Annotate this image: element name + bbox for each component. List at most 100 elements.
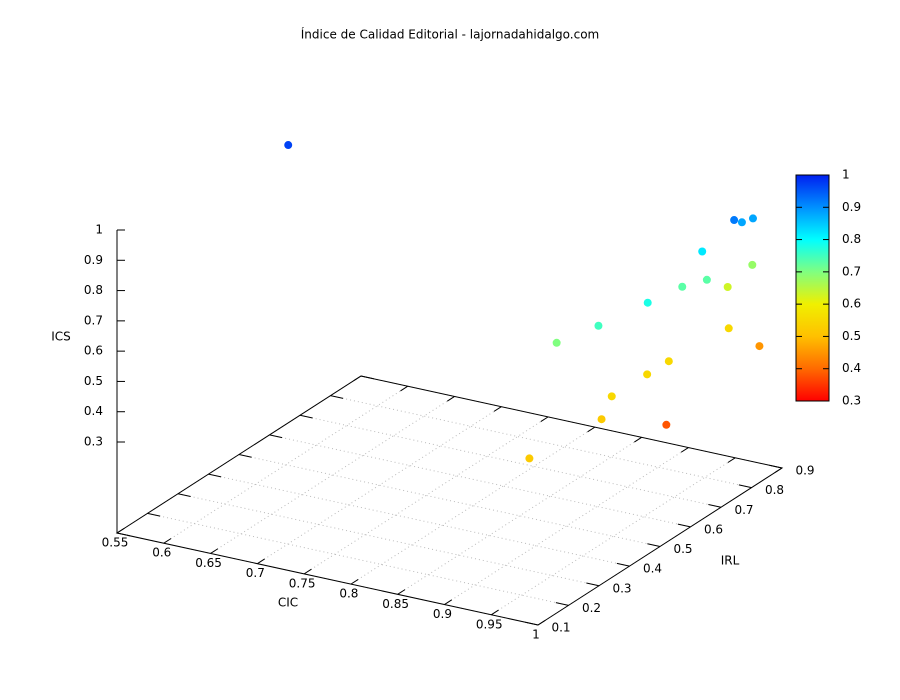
point	[607, 392, 616, 401]
x-tick	[303, 568, 312, 575]
y-tick-label: 0.8	[765, 483, 784, 497]
point	[284, 141, 293, 150]
x-tick-label: 0.65	[195, 556, 222, 570]
y-tick	[208, 473, 222, 478]
y-tick-label: 0.3	[612, 581, 631, 595]
z-axis-label: ICS	[51, 330, 71, 344]
x-tick-label: 0.6	[152, 546, 171, 560]
colorbar	[795, 174, 830, 402]
cb-tick-label: 0.3	[842, 394, 861, 408]
point	[702, 275, 711, 284]
point	[748, 214, 757, 223]
point	[755, 342, 764, 351]
z-tick-label: 0.3	[84, 435, 103, 449]
point	[662, 420, 671, 429]
x-tick	[587, 426, 596, 433]
y-tick	[269, 434, 283, 439]
z-tick-label: 0.6	[84, 344, 103, 358]
x-tick	[400, 385, 409, 392]
x-tick-label: 0.75	[289, 576, 316, 590]
grid-line	[330, 395, 752, 489]
chart-title: Índice de Calidad Editorial - lajornadah…	[301, 27, 599, 42]
y-tick-label: 0.1	[551, 621, 570, 635]
point	[698, 247, 707, 256]
y-tick	[177, 493, 191, 497]
point	[730, 216, 739, 225]
grid-line	[208, 473, 630, 567]
cb-tick-label: 0.6	[842, 297, 861, 311]
z-tick-label: 1	[95, 223, 103, 237]
x-tick	[444, 599, 453, 605]
point	[525, 454, 534, 463]
y-axis-label: IRL	[721, 554, 740, 568]
y-tick-label: 0.4	[643, 562, 662, 576]
grid-line	[397, 436, 642, 595]
cb-tick-label: 1	[842, 168, 850, 182]
x-tick-label: 0.8	[339, 587, 358, 601]
y-tick	[238, 454, 252, 458]
y-tick	[677, 523, 691, 528]
y-tick	[299, 414, 313, 419]
y-tick	[586, 582, 600, 587]
x-tick-label: 0.7	[246, 566, 265, 580]
x-tick	[163, 538, 172, 544]
point	[678, 282, 687, 291]
y-tick-label: 0.5	[673, 542, 692, 556]
cb-tick-label: 0.9	[842, 200, 861, 214]
x-tick	[490, 609, 499, 616]
z-tick-label: 0.8	[84, 283, 103, 297]
x-tick	[493, 406, 502, 412]
grid-line	[299, 414, 722, 508]
point	[552, 338, 561, 347]
z-tick-label: 0.7	[84, 313, 103, 327]
point	[748, 260, 757, 269]
grid-line	[350, 426, 596, 585]
point	[664, 357, 673, 366]
x-tick	[350, 578, 359, 585]
cb-tick-label: 0.4	[842, 361, 861, 375]
z-tick-label: 0.5	[84, 374, 103, 388]
point	[643, 298, 652, 307]
x-tick-label: 0.85	[382, 597, 409, 611]
grid-line	[269, 434, 691, 528]
x-tick-label: 0.55	[102, 536, 129, 550]
y-tick	[330, 395, 344, 399]
x-tick	[210, 548, 219, 554]
y-tick	[708, 504, 722, 508]
grid-line	[257, 406, 502, 565]
base-border	[115, 375, 784, 626]
y-tick	[647, 543, 661, 547]
grid-line	[177, 493, 600, 587]
x-axis-label: CIC	[278, 596, 298, 610]
y-tick-label: 0.6	[704, 522, 723, 536]
y-tick	[616, 562, 630, 567]
x-tick	[727, 457, 736, 463]
x-tick	[634, 436, 642, 443]
y-tick	[147, 512, 161, 517]
point	[724, 324, 733, 333]
point	[643, 370, 652, 379]
x-tick	[680, 447, 689, 453]
x-tick-label: 0.9	[433, 607, 452, 621]
cb-tick-label: 0.5	[842, 329, 861, 343]
x-tick-label: 1	[532, 628, 540, 642]
y-tick	[555, 602, 569, 606]
cb-tick-label: 0.7	[842, 264, 861, 278]
cb-tick-label: 0.8	[842, 232, 861, 246]
point	[723, 283, 732, 292]
y-tick-label: 0.2	[582, 601, 601, 615]
point	[597, 415, 606, 424]
z-tick-label: 0.4	[84, 404, 103, 418]
x-tick	[540, 416, 549, 423]
y-tick	[738, 484, 752, 489]
y-tick-label: 0.9	[795, 464, 814, 478]
grid-line	[303, 416, 549, 575]
y-tick-label: 0.7	[734, 503, 753, 517]
x-tick	[446, 396, 455, 402]
z-tick-label: 0.9	[84, 253, 103, 267]
x-tick	[257, 558, 265, 565]
grid-line	[210, 396, 455, 554]
point	[594, 321, 603, 330]
